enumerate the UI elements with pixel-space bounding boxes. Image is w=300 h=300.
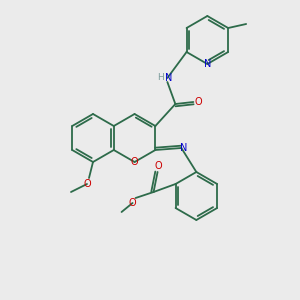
Text: N: N: [204, 59, 211, 69]
Text: N: N: [165, 73, 172, 83]
Text: O: O: [194, 97, 202, 107]
Text: O: O: [131, 157, 138, 167]
Text: H: H: [157, 74, 164, 82]
Text: O: O: [129, 198, 136, 208]
Text: O: O: [83, 179, 91, 189]
Text: N: N: [180, 143, 187, 153]
Text: O: O: [155, 161, 162, 171]
